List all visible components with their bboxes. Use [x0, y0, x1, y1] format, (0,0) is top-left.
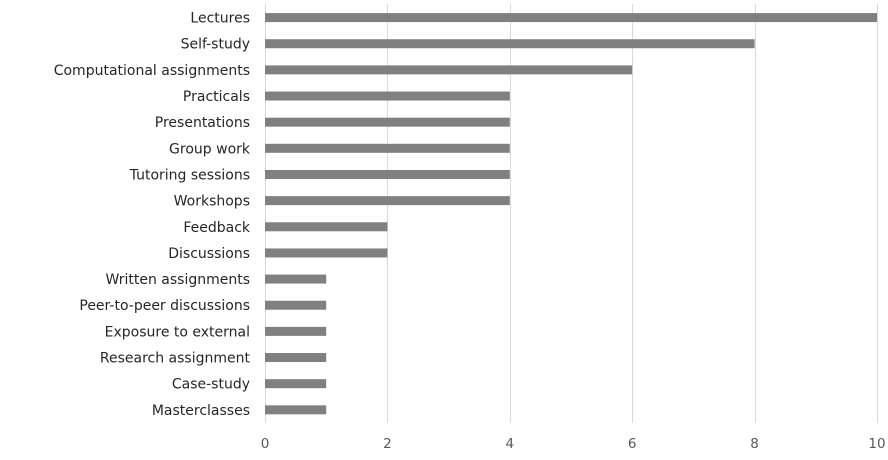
x-tick-label: 4	[506, 436, 515, 452]
category-label: Feedback	[183, 220, 251, 236]
x-tick-label: 0	[261, 436, 270, 452]
bar	[265, 144, 510, 153]
category-label: Peer-to-peer discussions	[79, 298, 250, 314]
x-tick-labels: 0 2 4 6 8 10	[261, 436, 886, 452]
x-tick-label: 8	[750, 436, 759, 452]
bar	[265, 248, 387, 257]
bar	[265, 405, 326, 414]
bar	[265, 170, 510, 179]
category-label: Presentations	[155, 115, 250, 131]
category-label: Masterclasses	[152, 403, 250, 419]
bar	[265, 301, 326, 310]
bar	[265, 65, 632, 74]
bar	[265, 196, 510, 205]
category-label: Case-study	[172, 377, 250, 393]
category-label: Workshops	[174, 194, 250, 210]
category-label: Computational assignments	[54, 63, 250, 79]
bar	[265, 379, 326, 388]
category-label: Exposure to external	[105, 324, 250, 340]
x-tick-label: 10	[868, 436, 885, 452]
category-label: Practicals	[183, 89, 250, 105]
bar	[265, 92, 510, 101]
bar	[265, 353, 326, 362]
x-tick-label: 2	[383, 436, 392, 452]
category-label: Tutoring sessions	[129, 167, 250, 183]
bars	[265, 13, 877, 414]
bar	[265, 39, 755, 48]
category-label: Research assignment	[100, 351, 251, 367]
category-label: Self-study	[181, 37, 250, 53]
category-labels: Lectures Self-study Computational assignme…	[54, 11, 251, 419]
bar	[265, 222, 387, 231]
category-label: Discussions	[168, 246, 250, 262]
x-tick-label: 6	[628, 436, 637, 452]
bar	[265, 13, 877, 22]
category-label: Lectures	[190, 11, 250, 27]
bar	[265, 275, 326, 284]
bar	[265, 118, 510, 127]
bar	[265, 327, 326, 336]
category-label: Written assignments	[106, 272, 251, 288]
category-label: Group work	[169, 141, 251, 157]
